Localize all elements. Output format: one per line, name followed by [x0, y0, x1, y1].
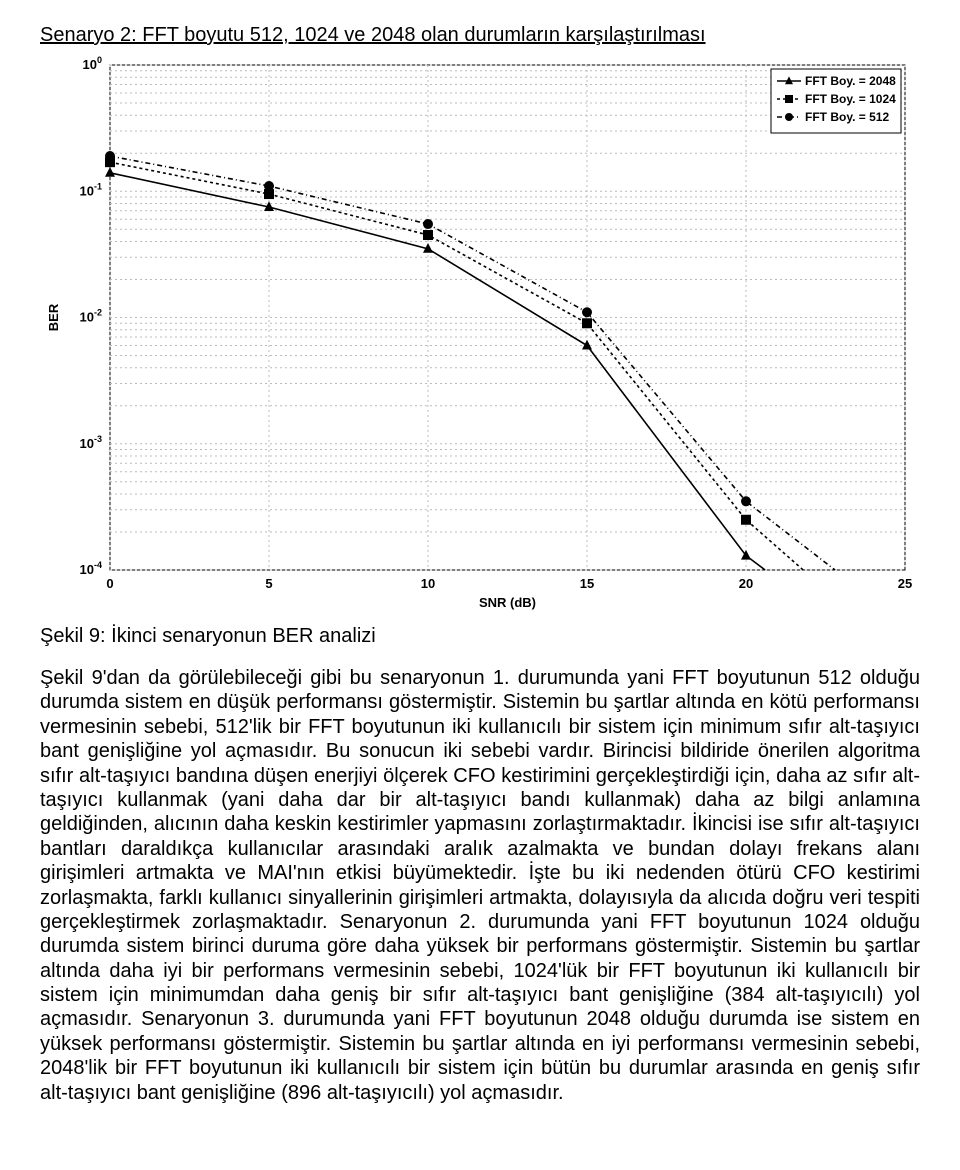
- svg-text:FFT Boy. = 512: FFT Boy. = 512: [805, 110, 889, 124]
- svg-text:10-2: 10-2: [80, 308, 102, 325]
- chart-svg: 10-4 10-3 10-2 10-1 100 0 5 10 15 20 25 SNR (dB) BER…: [40, 55, 920, 615]
- svg-text:SNR (dB): SNR (dB): [479, 595, 536, 610]
- svg-text:20: 20: [739, 576, 753, 591]
- svg-text:FFT Boy. = 1024: FFT Boy. = 1024: [805, 92, 896, 106]
- svg-text:5: 5: [265, 576, 272, 591]
- svg-text:25: 25: [898, 576, 912, 591]
- body-paragraph: Şekil 9'dan da görülebileceği gibi bu se…: [40, 666, 920, 1105]
- svg-text:15: 15: [580, 576, 594, 591]
- svg-text:0: 0: [106, 576, 113, 591]
- svg-text:10-1: 10-1: [80, 181, 102, 198]
- svg-text:100: 100: [83, 55, 102, 72]
- svg-text:BER: BER: [46, 303, 61, 331]
- svg-text:FFT Boy. = 2048: FFT Boy. = 2048: [805, 74, 896, 88]
- ber-chart: 10-4 10-3 10-2 10-1 100 0 5 10 15 20 25 SNR (dB) BER…: [40, 55, 920, 615]
- svg-text:10-3: 10-3: [80, 434, 102, 451]
- section-heading: Senaryo 2: FFT boyutu 512, 1024 ve 2048 …: [40, 24, 920, 47]
- figure-caption: Şekil 9: İkinci senaryonun BER analizi: [40, 625, 920, 648]
- svg-text:10-4: 10-4: [80, 560, 102, 577]
- svg-text:10: 10: [421, 576, 435, 591]
